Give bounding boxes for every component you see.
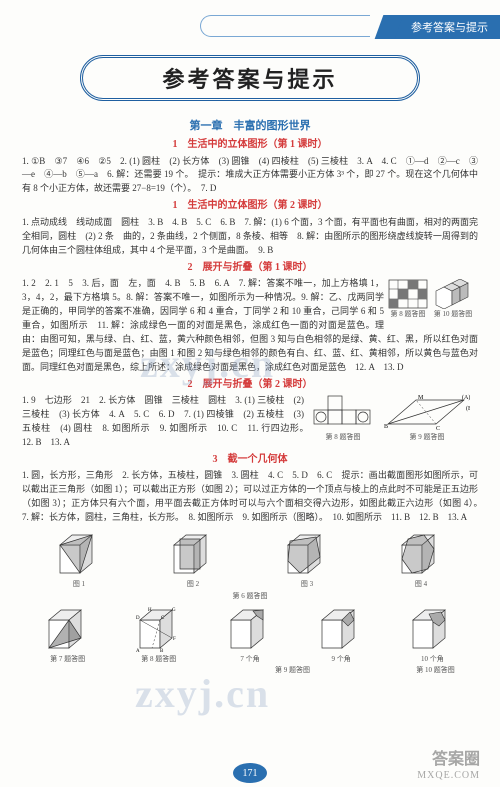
s3-fig10: 第 10 题答图 [432, 279, 474, 320]
b-fig7: 第 7 题答图 [41, 606, 95, 665]
net-icon [308, 394, 378, 432]
q6-g1: 图 1 [52, 529, 106, 590]
chapter-heading: 第一章 丰富的图形世界 [22, 118, 478, 135]
section-2-body: 1. 点动成线 线动成面 圆柱 3. B 4. B 5. C 6. B 7. 解… [22, 216, 478, 258]
s4-fig8: 第 8 题答图 [308, 394, 378, 443]
watermark-2: zxyj.cn [135, 670, 270, 717]
section-1-heading: 1 生活中的立体图形（第 1 课时） [22, 137, 478, 153]
s4-fig8-cap: 第 8 题答图 [308, 432, 378, 443]
svg-text:D: D [136, 616, 140, 621]
svg-text:A: A [136, 649, 140, 654]
section-4-heading: 2 展开与折叠（第 2 课时） [22, 377, 478, 393]
cube-cut-4-icon [394, 529, 448, 579]
section-2-heading: 1 生活中的立体图形（第 2 课时） [22, 198, 478, 214]
cube-cut-2-icon [166, 529, 220, 579]
q6-row-caption: 第 6 题答图 [22, 591, 478, 602]
section-3-figures: 第 8 题答图 第 10 题答图 [388, 279, 478, 320]
bottom-figure-row: 第 7 题答图 D C A B G H F 第 8 题答图 [22, 606, 478, 665]
q6-g4-cap: 图 4 [394, 579, 448, 590]
s3-fig8-cap: 第 8 题答图 [388, 309, 428, 320]
page-number-value: 171 [243, 768, 258, 779]
svg-text:F: F [173, 637, 176, 642]
page-number: 171 [233, 763, 267, 783]
cube-labeled-icon: D C A B G H F [132, 606, 186, 654]
bottom-caption-row: 第 9 题答图 第 10 题答图 [22, 665, 478, 676]
b-fig10-cap: 10 个角 [405, 654, 459, 665]
section-5-heading: 3 截一个几何体 [22, 452, 478, 468]
q6-g3: 图 3 [280, 529, 334, 590]
q6-g4: 图 4 [394, 529, 448, 590]
section-4-figures: 第 8 题答图 B C (A) M (B) 第 9 题答图 [308, 394, 478, 443]
s3-fig8: 第 8 题答图 [388, 279, 428, 320]
b-fig9-cap: 第 9 题答图 [208, 665, 378, 676]
brand-text: 答案圈 [432, 745, 480, 769]
b-fig8-cap: 第 8 题答图 [132, 654, 186, 665]
s3-fig10-cap: 第 10 题答图 [432, 309, 474, 320]
content-area: 第一章 丰富的图形世界 1 生活中的立体图形（第 1 课时） 1. ①B ③7 … [22, 115, 478, 676]
svg-text:B: B [384, 424, 388, 430]
b-fig10b-cap: 第 10 题答图 [409, 665, 463, 676]
b-fig9b-cap: 9 个角 [314, 654, 368, 665]
b-fig8: D C A B G H F 第 8 题答图 [132, 606, 186, 665]
parallelogram-fold-icon: B C (A) M (B) [384, 394, 470, 432]
cube-shaded-tri-icon [41, 606, 95, 654]
q6-g2: 图 2 [166, 529, 220, 590]
b-fig9a-cap: 7 个角 [223, 654, 277, 665]
svg-text:(B): (B) [466, 405, 470, 412]
section-3-heading: 2 展开与折叠（第 1 课时） [22, 260, 478, 276]
page-title: 参考答案与提示 [162, 62, 337, 94]
cube-corner-7-icon [223, 606, 277, 654]
grid-icon [388, 279, 428, 309]
q6-figure-row: 图 1 图 2 图 3 [22, 529, 478, 590]
svg-text:(A): (A) [462, 394, 470, 401]
cube-corner-9-icon [314, 606, 368, 654]
s4-fig9: B C (A) M (B) 第 9 题答图 [384, 394, 470, 443]
section-5-body: 1. 圆，长方形，三角形 2. 长方体，五棱柱，圆锥 3. 圆柱 4. C 5.… [22, 469, 478, 525]
header-outline [200, 15, 370, 37]
title-box: 参考答案与提示 [80, 55, 420, 101]
b-fig7-cap: 第 7 题答图 [41, 654, 95, 665]
svg-text:M: M [418, 395, 424, 401]
header-tab: 参考答案与提示 [389, 15, 500, 39]
svg-text:H: H [148, 608, 152, 613]
b-fig9a: 7 个角 [223, 606, 277, 665]
q6-g1-cap: 图 1 [52, 579, 106, 590]
q6-g2-cap: 图 2 [166, 579, 220, 590]
s4-fig9-cap: 第 9 题答图 [384, 432, 470, 443]
q6-g3-cap: 图 3 [280, 579, 334, 590]
svg-text:G: G [172, 608, 176, 613]
section-1-body: 1. ①B ③7 ④6 ②5 2. (1) 圆柱 (2) 长方体 (3) 圆锥 … [22, 155, 478, 197]
cube-cut-3-icon [280, 529, 334, 579]
cube-cut-1-icon [52, 529, 106, 579]
cube-step-icon [432, 279, 474, 309]
header-tab-label: 参考答案与提示 [411, 22, 488, 34]
cube-corner-10-icon [405, 606, 459, 654]
b-fig10: 10 个角 [405, 606, 459, 665]
brand-sub-text: MXQE.COM [417, 770, 480, 781]
b-fig9b: 9 个角 [314, 606, 368, 665]
